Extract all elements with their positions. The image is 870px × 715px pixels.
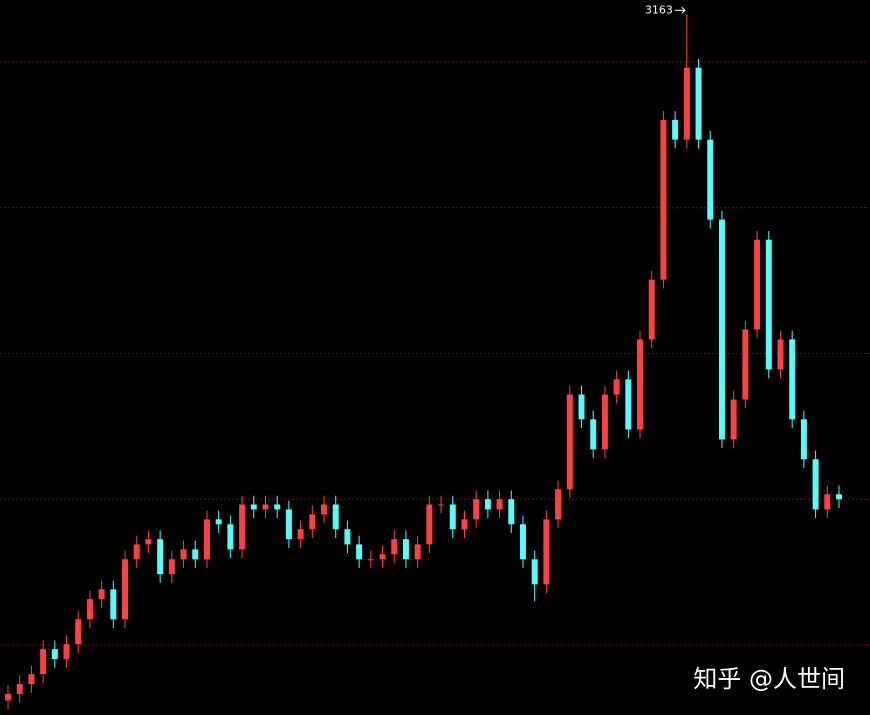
candle-body xyxy=(672,119,679,140)
candle-body xyxy=(707,139,714,220)
candle-body xyxy=(391,539,398,555)
candle-body xyxy=(473,499,480,520)
candle-body xyxy=(367,559,374,561)
candle-body xyxy=(122,559,129,620)
candle-body xyxy=(789,339,796,420)
candle-body xyxy=(637,339,644,430)
candle-body xyxy=(250,504,257,510)
candle-body xyxy=(648,279,655,340)
watermark: 知乎 @人世间 xyxy=(693,665,845,693)
candle-body xyxy=(508,499,515,525)
candle-body xyxy=(63,644,70,660)
candle-body xyxy=(309,514,316,530)
candle-body xyxy=(157,539,164,575)
candle-body xyxy=(274,504,281,510)
candle-body xyxy=(836,494,842,500)
candle-body xyxy=(110,589,117,620)
candle-body xyxy=(566,394,573,490)
candle-body xyxy=(239,504,246,550)
candle-body xyxy=(402,539,409,560)
candle-body xyxy=(449,504,456,530)
candle-body xyxy=(5,694,11,701)
candle-body xyxy=(777,339,784,370)
candle-body xyxy=(75,619,82,645)
candle-body xyxy=(438,504,445,506)
candle-body xyxy=(555,489,562,520)
candle-body xyxy=(461,519,468,530)
candle-body xyxy=(86,599,93,620)
candle-body xyxy=(824,494,831,510)
candle-body xyxy=(531,559,538,585)
candle-body xyxy=(426,504,433,545)
candle-body xyxy=(28,674,35,685)
candle-body xyxy=(718,219,725,440)
candle-body xyxy=(356,544,363,560)
candle-body xyxy=(16,684,23,695)
candle-body xyxy=(203,519,210,560)
candle-body xyxy=(192,549,199,560)
candle-body xyxy=(683,67,690,140)
candle-body xyxy=(601,394,608,450)
candle-body xyxy=(519,524,526,560)
candle-body xyxy=(227,524,234,550)
candle-body xyxy=(145,539,152,545)
peak-arrow-head xyxy=(681,6,686,14)
candle-body xyxy=(297,529,304,540)
candle-body xyxy=(215,519,222,525)
candle-body xyxy=(51,649,58,660)
candle-body xyxy=(321,504,328,515)
candle-body xyxy=(98,589,105,600)
candle-body xyxy=(543,519,550,585)
candle-body xyxy=(660,119,667,280)
candle-body xyxy=(484,499,491,510)
candle-body xyxy=(133,544,140,560)
candle-body xyxy=(578,394,585,420)
candle-body xyxy=(800,419,807,460)
candle-body xyxy=(742,329,749,400)
candle-body xyxy=(590,419,597,450)
candle-body xyxy=(168,559,175,575)
candle-body xyxy=(40,649,47,675)
candle-body xyxy=(625,379,632,430)
candle-body xyxy=(262,504,269,510)
candle-body xyxy=(496,499,503,510)
candle-body xyxy=(695,67,702,140)
peak-label: 3163 xyxy=(645,3,673,16)
candle-body xyxy=(332,504,339,530)
candle-body xyxy=(414,544,421,560)
candle-body xyxy=(730,399,737,440)
candle-body xyxy=(765,239,772,370)
candle-body xyxy=(180,549,187,560)
candle-body xyxy=(754,239,761,330)
candle-body xyxy=(344,529,351,545)
candle-body xyxy=(285,509,292,540)
candle-body xyxy=(812,459,819,510)
candle-body xyxy=(379,554,386,560)
candle-body xyxy=(613,379,620,395)
